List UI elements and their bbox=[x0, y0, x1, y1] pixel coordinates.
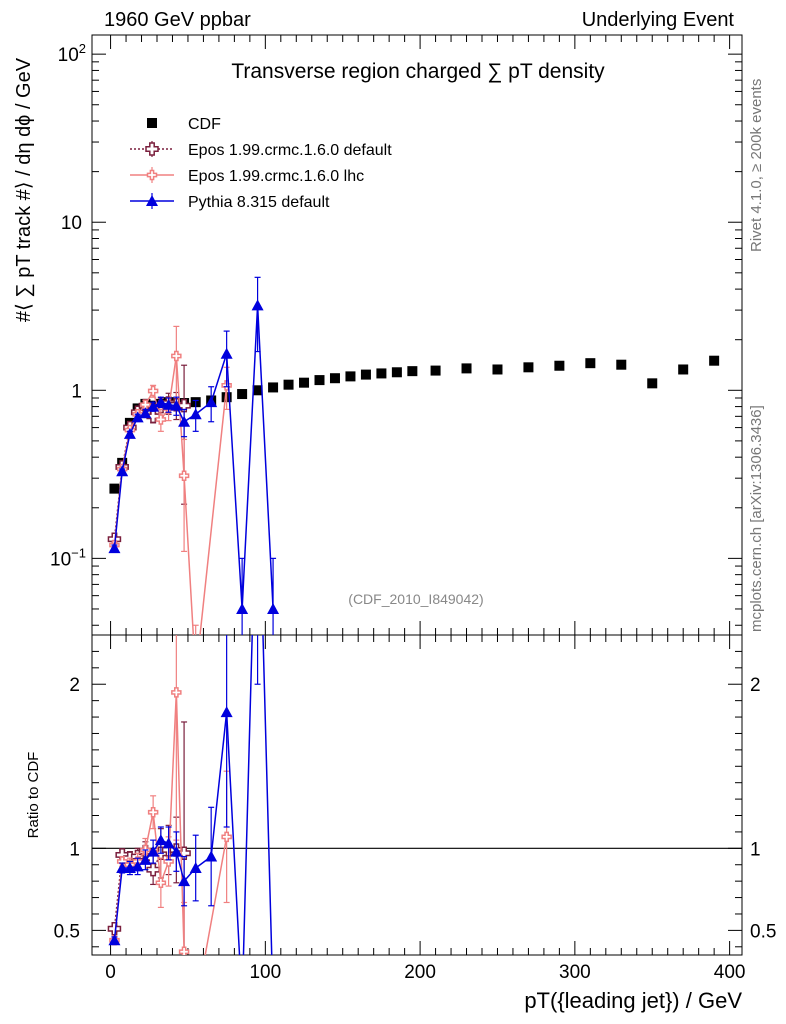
data-point bbox=[205, 396, 218, 408]
ratio-line bbox=[113, 635, 273, 955]
chart-title: Transverse region charged ∑ pT density bbox=[231, 60, 605, 83]
data-point bbox=[171, 687, 182, 698]
data-point bbox=[461, 363, 472, 374]
data-point bbox=[147, 806, 159, 818]
data-point bbox=[492, 364, 503, 375]
ratio-panel-frame bbox=[91, 634, 743, 956]
data-point bbox=[146, 169, 158, 181]
ratio-axis-label: Ratio to CDF bbox=[25, 752, 42, 839]
legend-label: CDF bbox=[188, 116, 221, 133]
data-point bbox=[162, 398, 175, 410]
data-point bbox=[170, 399, 183, 411]
data-point bbox=[108, 934, 121, 946]
data-point bbox=[189, 862, 202, 874]
data-point bbox=[678, 364, 689, 375]
data-point bbox=[221, 831, 232, 843]
data-point bbox=[123, 427, 136, 439]
data-point bbox=[162, 837, 175, 849]
ratio-tick-label-right: 1 bbox=[750, 839, 761, 860]
data-point bbox=[147, 400, 160, 412]
y-tick-label: 10 bbox=[61, 213, 82, 234]
data-point bbox=[329, 373, 340, 384]
ratio-tick-label-left: 2 bbox=[69, 675, 80, 696]
data-point bbox=[116, 862, 129, 874]
series-line bbox=[113, 305, 274, 610]
data-point bbox=[345, 371, 356, 382]
data-point bbox=[145, 142, 159, 156]
x-axis-label: pT({leading jet}) / GeV bbox=[524, 988, 742, 1013]
y-tick-label: 1 bbox=[71, 381, 82, 402]
data-point bbox=[178, 470, 190, 482]
data-point bbox=[116, 465, 129, 477]
data-point bbox=[139, 853, 152, 865]
data-point bbox=[299, 377, 310, 388]
data-point bbox=[220, 706, 233, 718]
data-point bbox=[139, 407, 152, 419]
y-tick-label: 10−1 bbox=[50, 545, 86, 570]
data-point bbox=[585, 358, 596, 369]
data-point bbox=[407, 366, 418, 377]
data-point bbox=[376, 368, 387, 379]
data-point bbox=[146, 195, 158, 206]
data-point bbox=[154, 396, 167, 408]
data-point bbox=[147, 118, 157, 128]
data-point bbox=[108, 542, 121, 554]
data-point bbox=[251, 299, 264, 311]
legend-label: Epos 1.99.crmc.1.6.0 lhc bbox=[188, 168, 364, 185]
data-point bbox=[178, 415, 191, 427]
y-axis-label: #⟨ ∑ pT track #⟩ / dη dϕ / GeV bbox=[13, 57, 35, 322]
x-tick-label: 100 bbox=[249, 962, 281, 983]
data-point bbox=[170, 845, 183, 857]
data-point bbox=[205, 850, 218, 862]
data-point bbox=[523, 362, 534, 373]
data-point bbox=[283, 379, 294, 390]
data-point bbox=[146, 862, 160, 877]
data-point bbox=[268, 382, 279, 393]
y-tick-label: 102 bbox=[58, 41, 86, 66]
ratio-tick-label-right: 2 bbox=[750, 675, 761, 696]
data-point bbox=[709, 355, 720, 366]
data-point bbox=[360, 369, 371, 380]
data-point bbox=[616, 359, 627, 370]
analysis-id: (CDF_2010_I849042) bbox=[348, 591, 483, 607]
data-point bbox=[314, 375, 325, 386]
data-point bbox=[252, 385, 263, 396]
data-point bbox=[178, 946, 190, 955]
data-point bbox=[147, 385, 159, 397]
header-right: Underlying Event bbox=[581, 9, 734, 31]
ratio-tick-label-right: 0.5 bbox=[750, 921, 776, 942]
data-point bbox=[647, 378, 658, 389]
ratio-series-group bbox=[107, 635, 273, 955]
legend-label: Pythia 8.315 default bbox=[188, 194, 330, 211]
data-point bbox=[155, 877, 167, 889]
header-left: 1960 GeV ppbar bbox=[104, 9, 251, 31]
x-tick-label: 400 bbox=[714, 962, 746, 983]
data-point bbox=[554, 360, 565, 371]
x-tick-label: 300 bbox=[559, 962, 591, 983]
data-point bbox=[147, 845, 160, 857]
data-point bbox=[391, 367, 402, 378]
data-point bbox=[131, 860, 144, 872]
data-point bbox=[154, 834, 167, 846]
data-point bbox=[236, 602, 249, 614]
ratio-tick-label-left: 1 bbox=[69, 839, 80, 860]
data-point bbox=[109, 483, 120, 494]
data-point bbox=[430, 365, 441, 376]
data-point bbox=[131, 411, 144, 423]
x-tick-label: 200 bbox=[404, 962, 436, 983]
data-point bbox=[237, 389, 248, 400]
data-point bbox=[155, 414, 167, 425]
data-point bbox=[220, 347, 233, 359]
legend-label: Epos 1.99.crmc.1.6.0 default bbox=[188, 142, 392, 159]
data-point bbox=[189, 408, 202, 420]
x-tick-label: 0 bbox=[105, 962, 116, 983]
data-point bbox=[171, 350, 182, 362]
ratio-tick-label-left: 0.5 bbox=[54, 921, 80, 942]
data-point bbox=[178, 875, 191, 887]
data-point bbox=[267, 602, 280, 614]
main-series-group bbox=[107, 276, 720, 635]
